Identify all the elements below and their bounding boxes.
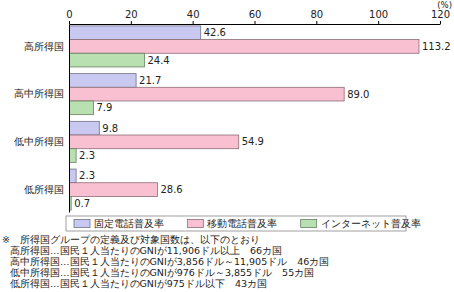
legend-item: 固定電話普及率	[74, 218, 164, 229]
legend-item: 移動電話普及率	[187, 218, 277, 229]
bar	[69, 53, 144, 67]
tick: 0	[66, 9, 72, 24]
data-label: 113.2	[422, 41, 451, 52]
bar	[69, 169, 76, 183]
tick-label: 0	[66, 9, 72, 20]
tick: 80	[310, 9, 323, 24]
tick: 高中所得国	[14, 88, 69, 99]
note: 高所得国…国民１人当たりのGNIが11,906ドル以上 66カ国	[10, 245, 282, 256]
tick-mark	[378, 21, 379, 24]
tick-label: 40	[187, 9, 200, 20]
chart: 42.6 21.7 9.8 2.3 113.2 89.0 54.9 28.6 24.4 7.9 2.…	[0, 0, 454, 292]
legend-label: 移動電話普及率	[207, 218, 277, 229]
tick-label: 100	[369, 9, 388, 20]
note: 低所得国…国民１人当たりのGNIが975ドル以下 43カ国	[10, 278, 267, 289]
tick: 低所得国	[24, 184, 69, 195]
tick-mark	[193, 21, 194, 24]
x-axis: 0 20 40 60 80 100 120	[66, 9, 450, 25]
data-label: 7.9	[96, 102, 112, 113]
bar	[69, 183, 157, 197]
tick-mark	[255, 21, 256, 24]
tick-mark	[131, 21, 132, 24]
bar	[69, 87, 344, 101]
tick: 60	[249, 9, 262, 24]
y-axis: 高所得国高中所得国低中所得国低所得国	[14, 25, 70, 213]
series	[69, 53, 144, 210]
note: 高中所得国…国民１人当たりのGNIが3,856ドル～11,905ドル 46カ国	[10, 256, 329, 267]
tick: 低中所得国	[14, 136, 69, 147]
tick-label: 60	[249, 9, 262, 20]
tick-label: 低中所得国	[14, 136, 64, 147]
data-label: 21.7	[139, 75, 161, 86]
legend-item: インターネット普及率	[301, 218, 421, 229]
tick-label: 80	[310, 9, 323, 20]
legend-label: 固定電話普及率	[94, 218, 164, 229]
tick-label: 高中所得国	[14, 88, 64, 99]
tick: 40	[187, 9, 200, 24]
data-label: 54.9	[242, 136, 264, 147]
axis-title: (%)	[437, 0, 452, 10]
bar	[69, 40, 419, 54]
data-label: 0.7	[74, 198, 90, 209]
tick: 100	[369, 9, 388, 24]
axis-line	[69, 25, 70, 213]
tick: 120	[431, 9, 450, 24]
tick: 20	[125, 9, 138, 24]
data-label: 42.6	[204, 27, 226, 38]
legend: 固定電話普及率 移動電話普及率 インターネット普及率	[66, 216, 421, 231]
bar	[69, 135, 239, 149]
legend-swatch	[187, 220, 203, 228]
data-label: 89.0	[347, 89, 369, 100]
tick-mark	[440, 21, 441, 24]
note: 低中所得国…国民１人当たりのGNIが976ドル～3,855ドル 55カ国	[10, 267, 314, 278]
legend-swatch	[301, 220, 317, 228]
bar	[69, 149, 76, 163]
note: ※ 所得国グループの定義及び対象国数は、以下のとおり	[2, 234, 260, 245]
bar	[69, 101, 93, 115]
legend-label: インターネット普及率	[321, 218, 421, 229]
notes: ※ 所得国グループの定義及び対象国数は、以下のとおり高所得国…国民１人当たりのG…	[2, 234, 329, 289]
data-label: 24.4	[147, 55, 169, 66]
tick-label: 高所得国	[24, 41, 64, 52]
bar	[69, 121, 99, 135]
bar	[69, 74, 136, 88]
bars	[69, 26, 419, 210]
tick: 高所得国	[24, 41, 69, 52]
axis-line	[70, 24, 441, 25]
tick-label: 20	[125, 9, 138, 20]
tick-label: 低所得国	[24, 184, 64, 195]
series	[69, 40, 419, 197]
bar	[69, 26, 201, 40]
legend-swatch	[74, 220, 90, 228]
data-label: 2.3	[79, 150, 95, 161]
data-label: 2.3	[79, 170, 95, 181]
data-label: 28.6	[160, 184, 182, 195]
tick-mark	[316, 21, 317, 24]
data-labels: 42.6 21.7 9.8 2.3 113.2 89.0 54.9 28.6 24.4 7.9 2.…	[74, 27, 450, 209]
data-label: 9.8	[102, 123, 118, 134]
tick-label: 120	[431, 9, 450, 20]
tick-mark	[69, 21, 70, 24]
